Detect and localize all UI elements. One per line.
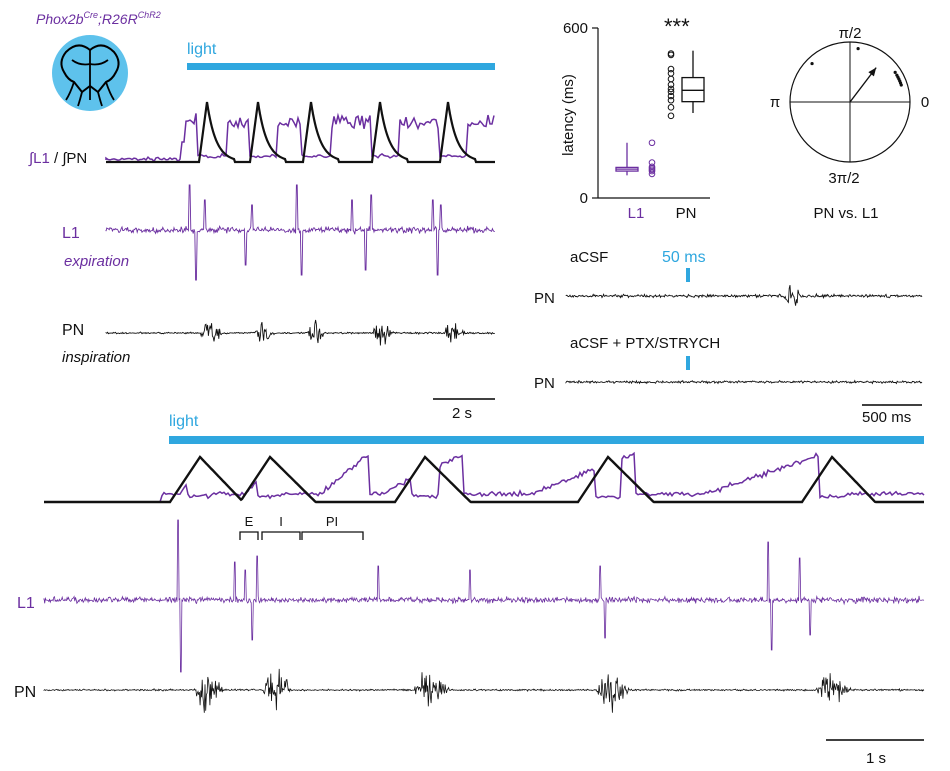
bottom-integrated-l1-trace <box>44 451 925 503</box>
bottom-l1-raw-trace <box>43 519 925 673</box>
boxplot-xlabel-pn: PN <box>676 205 697 222</box>
top-l1-sublabel: expiration <box>64 253 129 270</box>
condition-2-label: aCSF + PTX/STRYCH <box>570 335 720 352</box>
latency-pn-label-2: PN <box>534 375 555 392</box>
polar-point <box>893 70 897 75</box>
phase-label-e: E <box>245 514 254 529</box>
latency-point-pn <box>667 96 675 104</box>
phase-polar-plot: π/2 π 0 3π/2 PN vs. L1 <box>770 25 929 222</box>
boxplot-ytick-top: 600 <box>563 20 588 37</box>
latency-point-pn <box>667 92 675 100</box>
latency-point-l1 <box>648 139 656 147</box>
significance-stars: *** <box>664 14 690 39</box>
bottom-l1-label: L1 <box>17 595 35 612</box>
top-integrated-pn-trace <box>106 101 495 164</box>
integrated-label: ∫L1 / ∫PN <box>28 150 87 167</box>
bottom-light-label: light <box>169 413 199 430</box>
polar-point <box>895 73 899 77</box>
boxplot-ytick-bottom: 0 <box>580 190 588 207</box>
stim-marker-2 <box>686 356 690 370</box>
top-light-bar <box>187 63 495 70</box>
latency-point-l1 <box>648 163 656 171</box>
latency-point-pn <box>667 81 675 88</box>
top-pn-sublabel: inspiration <box>62 349 130 366</box>
latency-point-pn <box>667 85 675 93</box>
polar-arrowhead <box>868 67 877 77</box>
latency-point-pn <box>667 112 675 120</box>
polar-label-pi-half: π/2 <box>839 25 862 42</box>
bottom-pn-label: PN <box>14 684 36 701</box>
top-scale-label: 2 s <box>452 405 472 422</box>
top-integrated-l1-trace <box>105 112 495 163</box>
polar-label-pi: π <box>770 94 780 111</box>
stim-marker-1 <box>686 268 690 282</box>
latency-point-l1 <box>648 159 656 166</box>
bottom-light-bar <box>169 436 924 444</box>
phase-label-pi: PI <box>326 514 338 529</box>
polar-label-3pi-half: 3π/2 <box>828 170 859 187</box>
latency-point-pn <box>667 75 675 83</box>
genotype-label: Phox2bCre;R26RChR2 <box>36 10 161 27</box>
latency-scale-label: 500 ms <box>862 409 911 426</box>
boxplot-xlabel-l1: L1 <box>628 205 645 222</box>
phase-brackets: E I PI <box>239 514 364 540</box>
latency-pn-trace-ptx-strych <box>565 379 923 385</box>
latency-boxplot: 600 0 latency (ms) L1 PN *** <box>560 14 710 222</box>
latency-pn-label-1: PN <box>534 290 555 307</box>
bottom-integrated-pn-trace <box>44 455 924 504</box>
latency-pn-trace-acsf <box>565 284 923 306</box>
box-pn <box>681 76 705 103</box>
latency-point-pn <box>667 70 675 77</box>
polar-point <box>810 61 814 66</box>
latency-point-pn <box>667 104 675 111</box>
top-l1-label: L1 <box>62 225 80 242</box>
bottom-scale-label: 1 s <box>866 750 886 767</box>
condition-1-label: aCSF <box>570 249 608 266</box>
polar-point <box>856 47 860 51</box>
top-l1-raw-trace <box>105 184 495 281</box>
bottom-pn-raw-trace <box>43 668 925 713</box>
latency-point-pn <box>667 50 675 57</box>
phase-label-i: I <box>279 514 283 529</box>
top-pn-raw-trace <box>105 319 495 346</box>
top-pn-label: PN <box>62 322 84 339</box>
stim-duration-label: 50 ms <box>662 249 706 266</box>
latency-point-pn <box>667 88 675 96</box>
boxplot-ylabel: latency (ms) <box>560 74 577 156</box>
polar-caption: PN vs. L1 <box>813 205 878 222</box>
top-light-label: light <box>187 41 217 58</box>
polar-label-zero: 0 <box>921 94 929 111</box>
latency-point-pn <box>667 65 675 73</box>
brain-icon <box>52 35 128 111</box>
